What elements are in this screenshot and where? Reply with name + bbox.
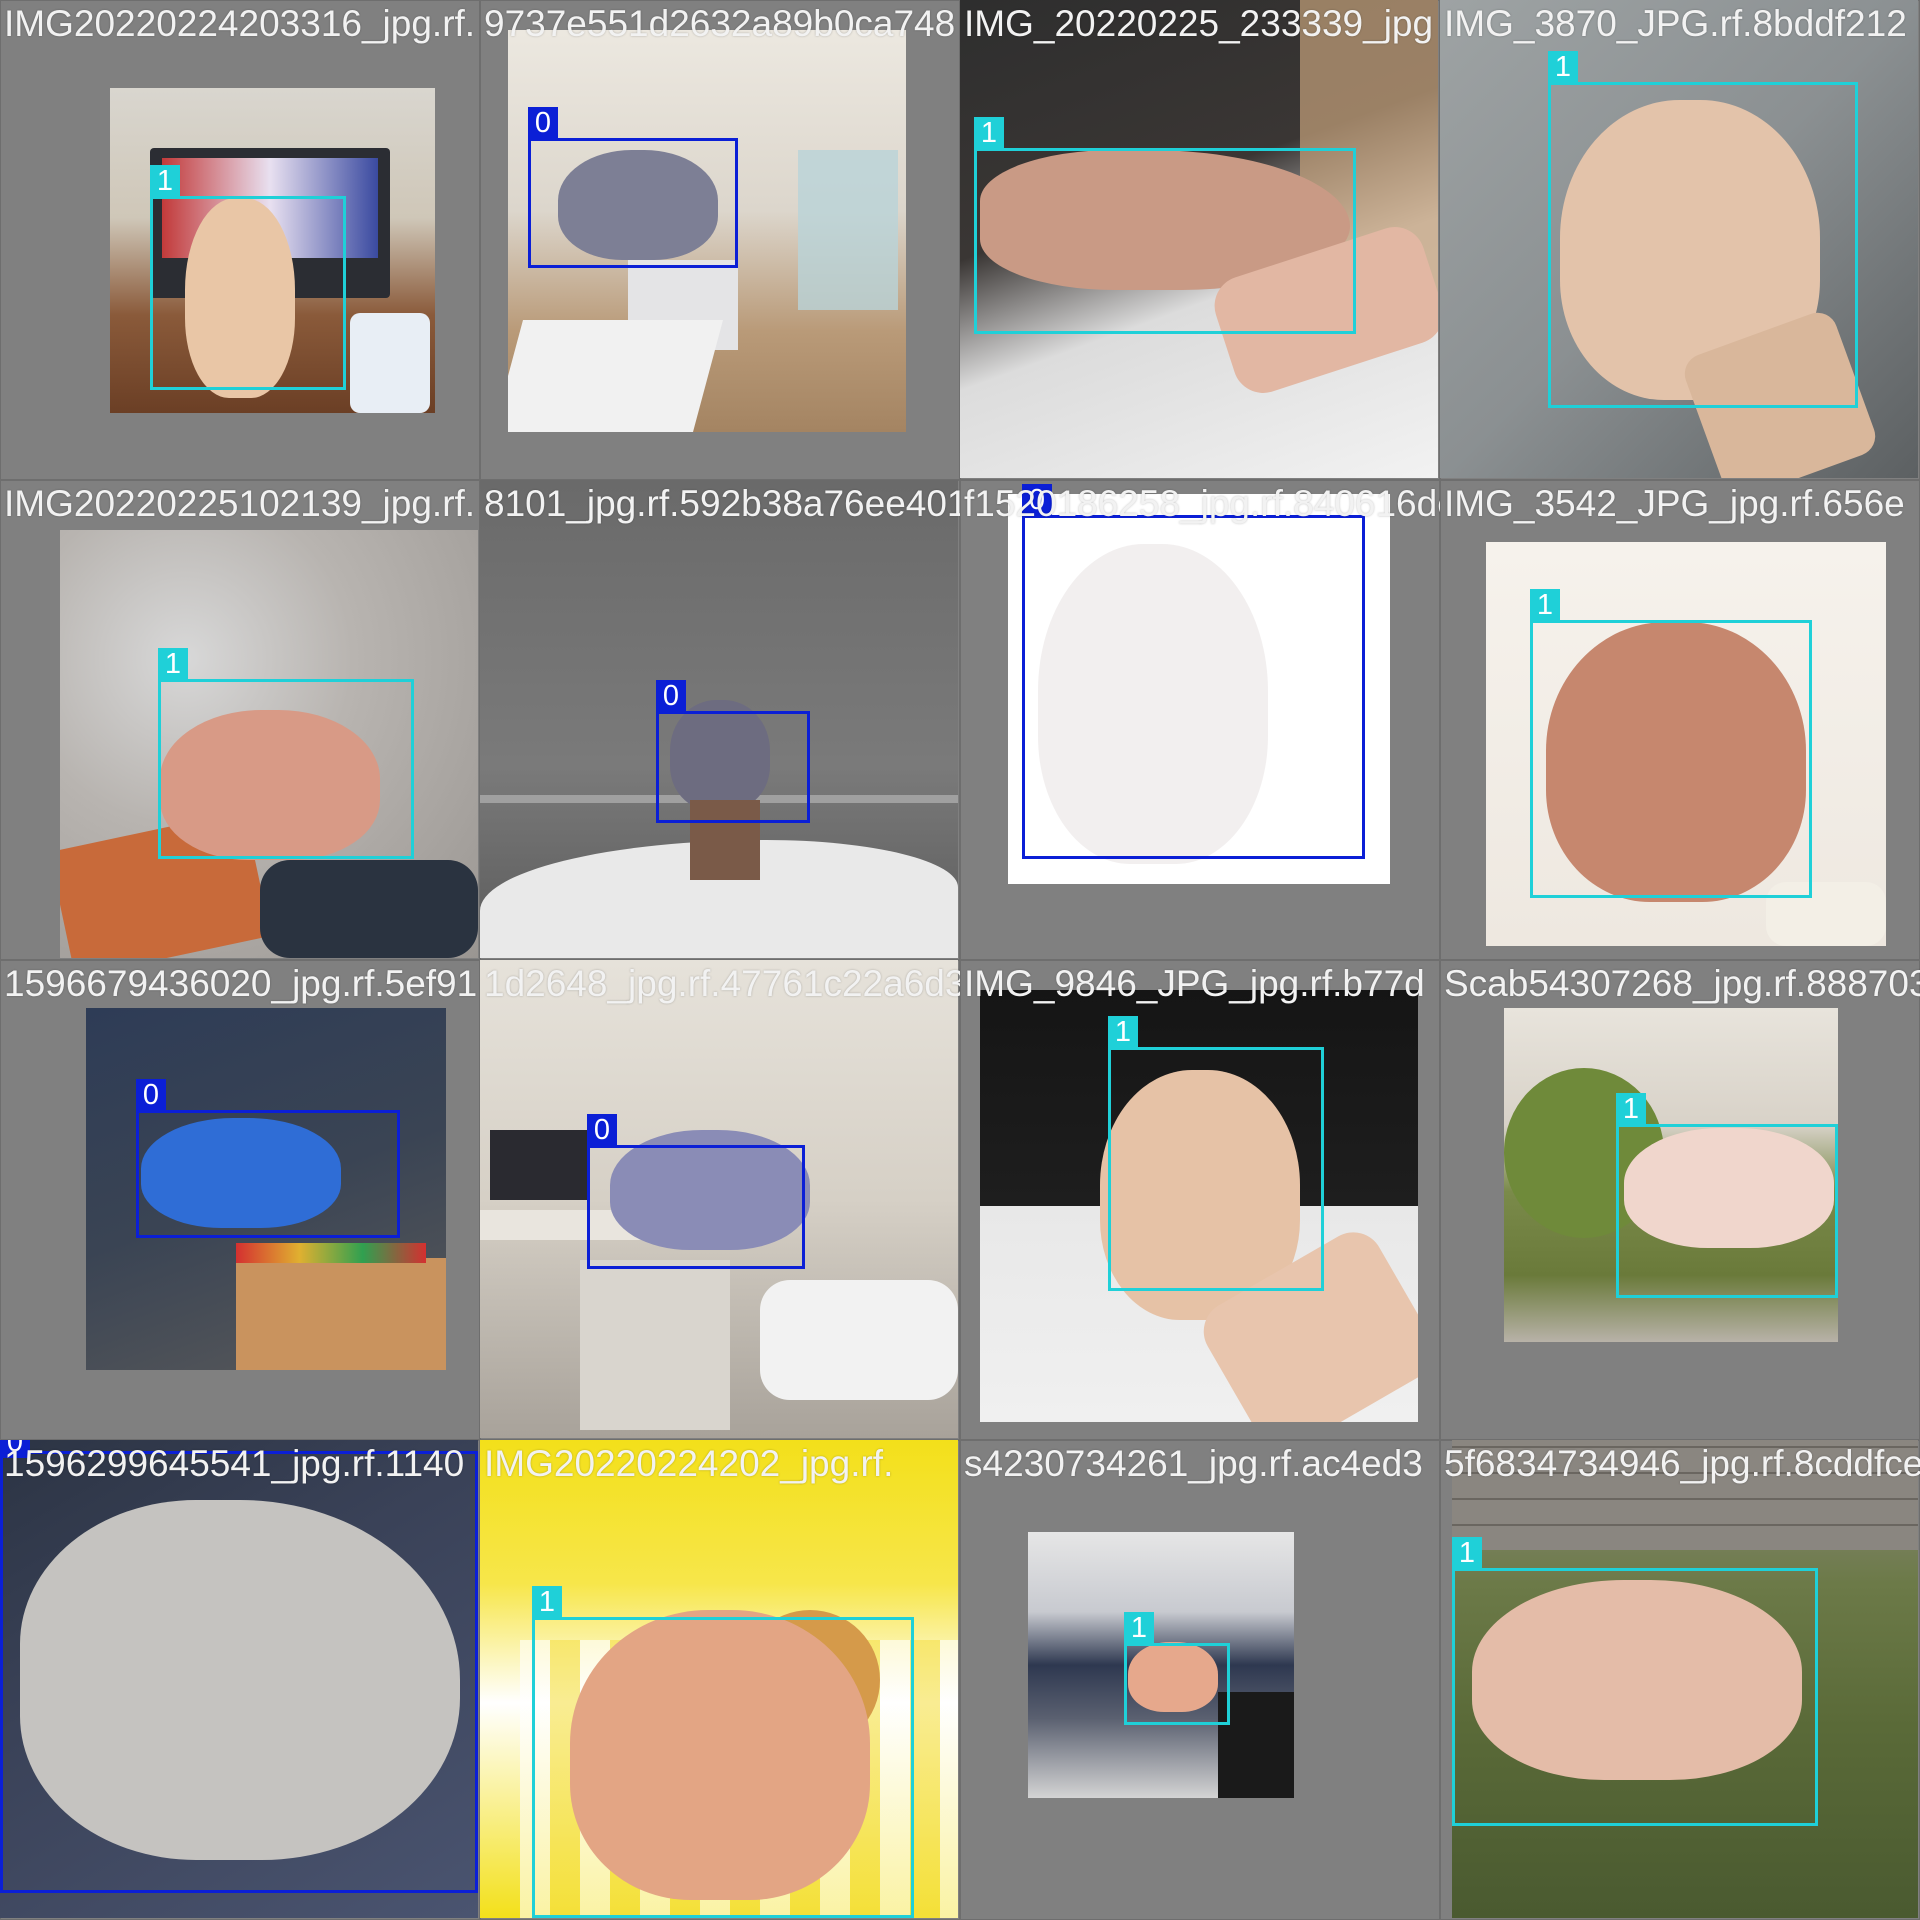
bbox-class-0[interactable]: 0 bbox=[528, 107, 738, 268]
tile-filename: 1596299645541_jpg.rf.1140 bbox=[4, 1443, 465, 1484]
mosaic-tile[interactable]: 1 s4230734261_jpg.rf.ac4ed3 bbox=[960, 1440, 1440, 1920]
bbox-class-label: 0 bbox=[0, 1440, 30, 1458]
mosaic-tile[interactable]: 1 IMG20220224203316_jpg.rf. bbox=[0, 0, 480, 480]
bbox-class-label: 1 bbox=[1530, 589, 1560, 621]
bbox-class-0[interactable]: 0 bbox=[656, 680, 810, 823]
tile-photo bbox=[508, 30, 906, 432]
tile-filename: IMG_3542_JPG_jpg.rf.656e bbox=[1444, 483, 1905, 524]
bbox-class-label: 1 bbox=[1124, 1612, 1154, 1644]
bbox-class-label: 1 bbox=[1616, 1093, 1646, 1125]
tile-filename: 8101_jpg.rf.592b38a76ee401 bbox=[484, 483, 960, 524]
mosaic-tile[interactable]: 1 IMG_3542_JPG_jpg.rf.656e bbox=[1440, 480, 1920, 960]
bbox-class-1[interactable]: 1 bbox=[1616, 1093, 1838, 1298]
tile-filename: s4230734261_jpg.rf.ac4ed3 bbox=[964, 1443, 1423, 1484]
bbox-class-1[interactable]: 1 bbox=[974, 117, 1356, 334]
bbox-class-1[interactable]: 1 bbox=[1452, 1537, 1818, 1826]
mosaic-tile[interactable]: 1 IMG20220224202_jpg.rf. bbox=[480, 1440, 960, 1920]
tile-photo bbox=[1440, 0, 1918, 478]
bbox-class-1[interactable]: 1 bbox=[1548, 51, 1858, 408]
bbox-class-0[interactable]: 0 bbox=[136, 1079, 400, 1238]
tile-filename: f1520186258_jpg.rf.840616de bbox=[964, 483, 1440, 524]
tile-filename: Scab54307268_jpg.rf.888703 bbox=[1444, 963, 1920, 1004]
tile-photo bbox=[480, 480, 958, 958]
tile-photo bbox=[86, 1008, 446, 1370]
tile-filename: IMG20220224203316_jpg.rf. bbox=[4, 3, 476, 44]
tile-photo bbox=[1504, 1008, 1838, 1342]
mosaic-tile[interactable]: 1 Scab54307268_jpg.rf.888703 bbox=[1440, 960, 1920, 1440]
tile-photo bbox=[0, 1440, 478, 1918]
tile-photo bbox=[1486, 542, 1886, 946]
bbox-class-label: 1 bbox=[150, 165, 180, 197]
tile-filename: IMG20220225102139_jpg.rf. bbox=[4, 483, 476, 524]
mosaic-tile[interactable]: 1 IMG_3870_JPG.rf.8bddf212 bbox=[1440, 0, 1920, 480]
bbox-class-1[interactable]: 1 bbox=[158, 648, 414, 859]
mosaic-tile[interactable]: 0 1596299645541_jpg.rf.1140 bbox=[0, 1440, 480, 1920]
mosaic-tile[interactable]: 0 8101_jpg.rf.592b38a76ee401 bbox=[480, 480, 960, 960]
tile-filename: IMG_20220225_233339_jpg bbox=[964, 3, 1434, 44]
mosaic-tile[interactable]: 0 9737e551d2632a89b0ca748 bbox=[480, 0, 960, 480]
tile-photo bbox=[480, 1440, 958, 1918]
bbox-class-label: 1 bbox=[158, 648, 188, 680]
tile-filename: IMG_3870_JPG.rf.8bddf212 bbox=[1444, 3, 1907, 44]
mosaic-tile[interactable]: 1 IMG20220225102139_jpg.rf. bbox=[0, 480, 480, 960]
tile-filename: 1d2648_jpg.rf.47761c22a6d3 bbox=[484, 963, 960, 1004]
tile-filename: 1596679436020_jpg.rf.5ef91 bbox=[4, 963, 478, 1004]
bbox-class-label: 1 bbox=[1108, 1016, 1138, 1048]
mosaic-tile[interactable]: 1 IMG_9846_JPG_jpg.rf.b77d bbox=[960, 960, 1440, 1440]
bbox-class-1[interactable]: 1 bbox=[532, 1586, 914, 1918]
tile-filename: IMG20220224202_jpg.rf. bbox=[484, 1443, 894, 1484]
bbox-class-label: 0 bbox=[136, 1079, 166, 1111]
tile-photo bbox=[110, 88, 435, 413]
bbox-class-label: 1 bbox=[1452, 1537, 1482, 1569]
bbox-class-1[interactable]: 1 bbox=[1124, 1612, 1230, 1725]
bbox-class-1[interactable]: 1 bbox=[150, 165, 346, 390]
tile-photo bbox=[480, 960, 958, 1438]
bbox-class-0[interactable]: 0 bbox=[0, 1440, 478, 1893]
mosaic-tile[interactable]: 1 5f6834734946_jpg.rf.8cddfce bbox=[1440, 1440, 1920, 1920]
mosaic-tile[interactable]: 1 IMG_20220225_233339_jpg bbox=[960, 0, 1440, 480]
tile-filename: 9737e551d2632a89b0ca748 bbox=[484, 3, 956, 44]
tile-photo bbox=[1008, 494, 1390, 884]
bbox-class-0[interactable]: 0 bbox=[587, 1114, 805, 1269]
bbox-class-label: 1 bbox=[532, 1586, 562, 1618]
tile-photo bbox=[60, 530, 478, 958]
bbox-class-label: 0 bbox=[528, 107, 558, 139]
bbox-class-label: 1 bbox=[1548, 51, 1578, 83]
mosaic-tile[interactable]: 0 1596679436020_jpg.rf.5ef91 bbox=[0, 960, 480, 1440]
bbox-class-label: 0 bbox=[656, 680, 686, 712]
bbox-class-1[interactable]: 1 bbox=[1530, 589, 1812, 898]
tile-filename: IMG_9846_JPG_jpg.rf.b77d bbox=[964, 963, 1425, 1004]
tile-photo bbox=[980, 990, 1418, 1422]
bbox-class-0[interactable]: 0 bbox=[1022, 484, 1365, 859]
bbox-class-label: 0 bbox=[587, 1114, 617, 1146]
bbox-class-1[interactable]: 1 bbox=[1108, 1016, 1324, 1291]
mosaic-tile[interactable]: 0 f1520186258_jpg.rf.840616de bbox=[960, 480, 1440, 960]
bbox-class-label: 1 bbox=[974, 117, 1004, 149]
tile-photo bbox=[1028, 1532, 1294, 1798]
mosaic-tile[interactable]: 0 1d2648_jpg.rf.47761c22a6d3 bbox=[480, 960, 960, 1440]
tile-filename: 5f6834734946_jpg.rf.8cddfce bbox=[1444, 1443, 1920, 1484]
tile-photo bbox=[1452, 1440, 1918, 1918]
bbox-class-label: 0 bbox=[1022, 484, 1052, 516]
